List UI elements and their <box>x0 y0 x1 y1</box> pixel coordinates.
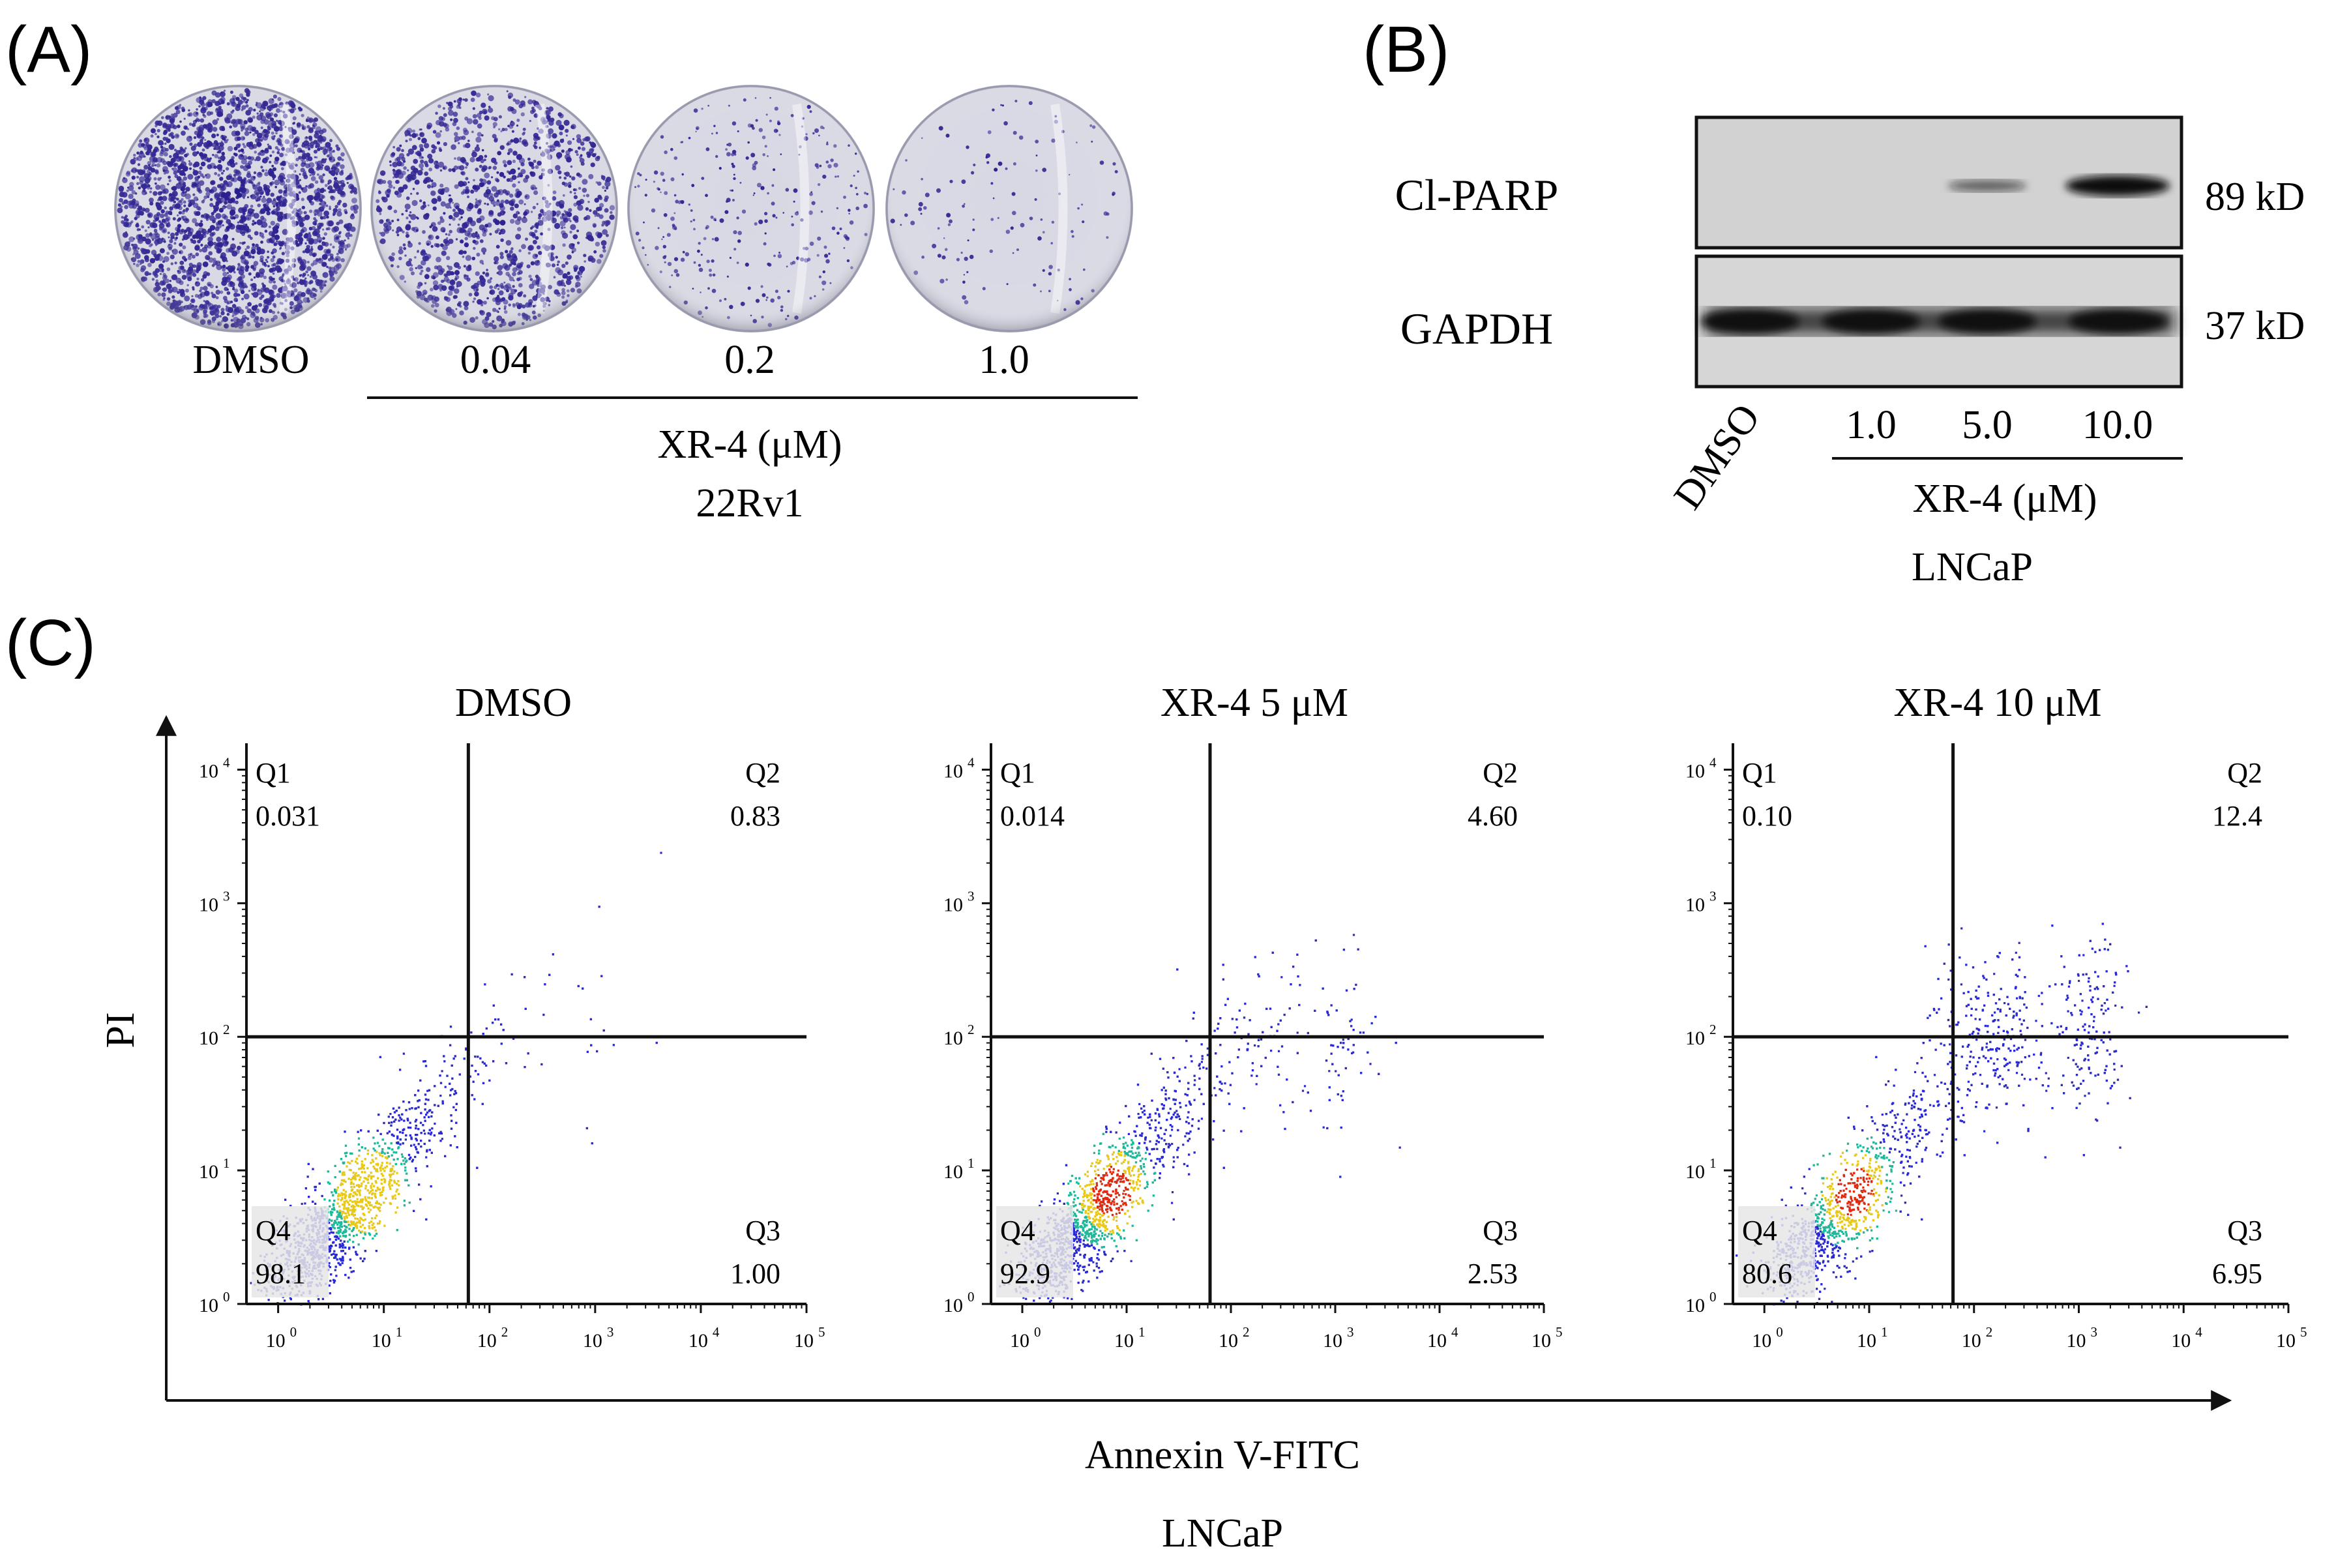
treatment-label: XR-4 (μM) <box>658 422 842 467</box>
event-dot <box>369 1209 372 1211</box>
cell-line-label: LNCaP <box>1912 545 2033 589</box>
lane-label: 1.0 <box>1846 403 1897 447</box>
dish-label: 0.2 <box>724 338 775 382</box>
event-dot <box>404 1166 407 1169</box>
event-dot <box>404 1138 407 1141</box>
dish-rim <box>114 85 362 333</box>
plot-title: DMSO <box>455 681 572 725</box>
dish-label: 1.0 <box>979 338 1029 382</box>
blot-gapdh <box>1694 254 2183 389</box>
lane-label-dmso: DMSO <box>1665 396 1768 518</box>
panel-a-label: (A) <box>5 13 92 86</box>
event-dot <box>439 1095 442 1097</box>
dish-rim <box>370 85 618 333</box>
protein-label: Cl-PARP <box>1395 170 1559 220</box>
western-band <box>1947 180 2027 192</box>
dish-rim <box>885 85 1133 333</box>
blot-cl-parp <box>1694 115 2183 250</box>
event-dot <box>358 1179 361 1181</box>
event-dot <box>374 1234 376 1237</box>
band-smear <box>1705 308 2174 334</box>
dish-rim <box>627 85 875 333</box>
panel-c-label: (C) <box>5 606 96 679</box>
dish-0-2 <box>627 85 875 333</box>
panel-a: (A) DMSO 0.04 0.2 1.0 XR-4 (μM) 22Rv1 <box>5 13 1138 525</box>
panel-b-label: (B) <box>1363 13 1449 86</box>
size-label: 37 kD <box>2205 304 2305 348</box>
x-axis-label: Annexin V-FITC <box>1085 1433 1360 1477</box>
y-axis-label: PI <box>98 1012 143 1048</box>
protein-label: GAPDH <box>1400 304 1553 353</box>
cell-line-label: 22Rv1 <box>696 481 803 525</box>
event-dot <box>426 1089 429 1092</box>
cell-line-label: LNCaP <box>1162 1511 1283 1556</box>
dish-label: DMSO <box>192 338 309 382</box>
dish-0-04 <box>370 85 618 333</box>
lane-label: 5.0 <box>1962 403 2013 447</box>
event-dot <box>389 1113 392 1116</box>
dish-label: 0.04 <box>460 338 531 382</box>
event-dot <box>372 1237 374 1240</box>
size-label: 89 kD <box>2205 175 2305 219</box>
dish-1-0 <box>885 85 1133 333</box>
event-dot <box>400 1153 404 1156</box>
treatment-label: XR-4 (μM) <box>1913 477 2097 521</box>
lane-label: 10.0 <box>2082 403 2153 447</box>
panel-b: (B) Cl-PARP GAPDH 89 kD 37 kD DMSO 1.0 5… <box>1363 13 2305 589</box>
dish-dmso <box>114 85 362 333</box>
event-dot <box>441 1138 443 1140</box>
western-band <box>2065 175 2170 196</box>
event-dot <box>395 1191 398 1193</box>
